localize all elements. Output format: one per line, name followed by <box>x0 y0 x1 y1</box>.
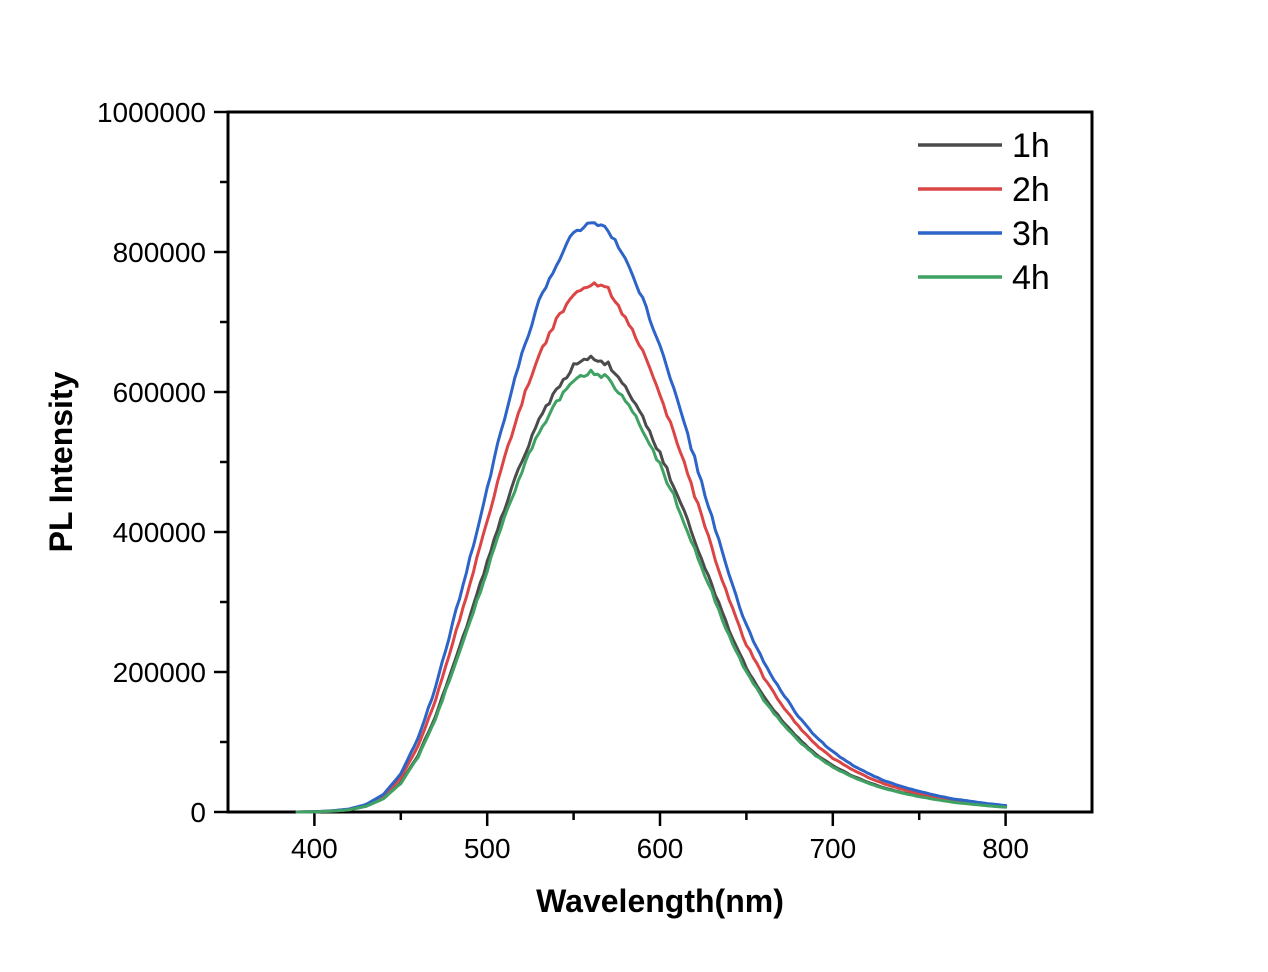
legend-label-4h: 4h <box>1012 259 1050 297</box>
y-tick-label-200000: 200000 <box>113 657 206 688</box>
series-line-2h <box>295 281 1008 814</box>
y-tick-label-400000: 400000 <box>113 517 206 548</box>
series-line-3h <box>295 221 1008 814</box>
x-tick-label-500: 500 <box>464 833 511 864</box>
x-tick-label-700: 700 <box>809 833 856 864</box>
y-tick-label-0: 0 <box>190 797 206 828</box>
x-tick-label-600: 600 <box>637 833 684 864</box>
y-tick-label-800000: 800000 <box>113 237 206 268</box>
axis-ticks: 400 500 600 700 800 0 200000 400000 600000 800000… <box>97 97 1029 864</box>
x-tick-label-800: 800 <box>982 833 1029 864</box>
legend-label-3h: 3h <box>1012 215 1050 253</box>
legend-label-1h: 1h <box>1012 127 1050 165</box>
x-axis-title: Wavelength(nm) <box>536 883 784 919</box>
y-axis-title: PL Intensity <box>43 371 79 552</box>
series-line-4h <box>295 368 1008 814</box>
y-tick-label-1000000: 1000000 <box>97 97 206 128</box>
y-tick-label-600000: 600000 <box>113 377 206 408</box>
legend: 1h 2h 3h 4h <box>918 127 1050 297</box>
data-series <box>295 221 1008 814</box>
legend-label-2h: 2h <box>1012 171 1050 209</box>
series-line-1h <box>295 354 1008 814</box>
x-tick-label-400: 400 <box>291 833 338 864</box>
